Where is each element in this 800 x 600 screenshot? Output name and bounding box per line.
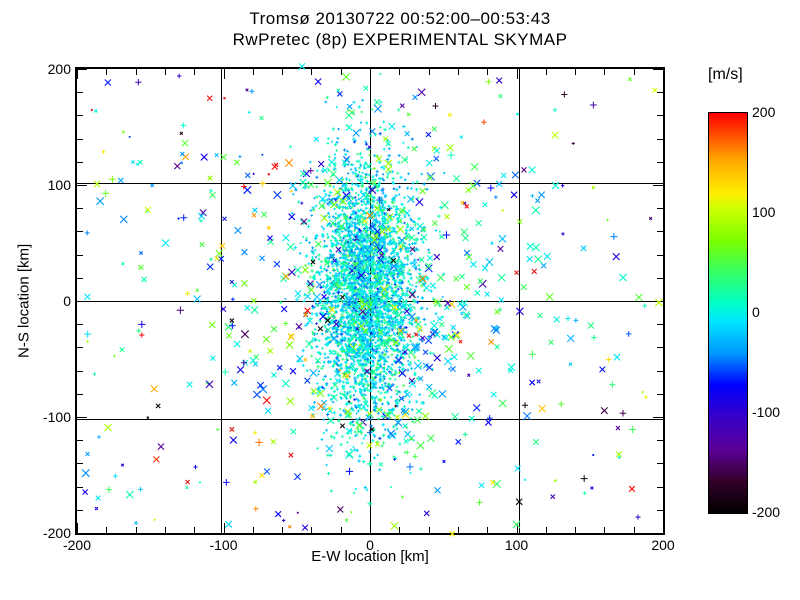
chart-title: Tromsø 20130722 00:52:00–00:53:43 RwPret…	[0, 8, 800, 51]
x-axis-label: E-W location [km]	[75, 548, 665, 565]
plot-area: -200 -100 0 100 200	[75, 67, 665, 535]
colorbar-label: [m/s]	[708, 66, 743, 84]
skymap-window: Tromsø 20130722 00:52:00–00:53:43 RwPret…	[0, 0, 800, 600]
y-axis-label: N-S location [km]	[14, 67, 34, 535]
colorbar: 200 100 0 -100 -200	[708, 92, 748, 512]
scatter-markers	[77, 69, 667, 537]
